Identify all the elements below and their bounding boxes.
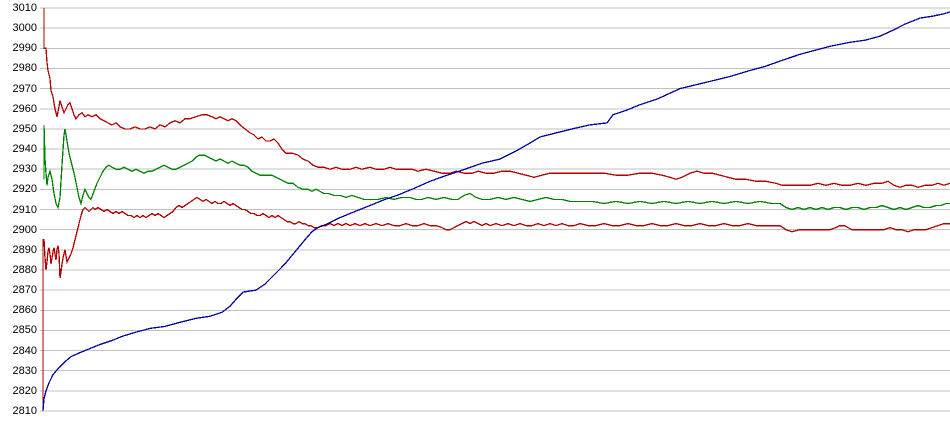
y-axis-label: 2960 (12, 102, 37, 115)
green-line (43, 124, 950, 211)
y-axis-label: 2820 (12, 384, 37, 397)
y-axis-label: 2900 (12, 223, 37, 236)
y-axis-label: 2950 (12, 122, 37, 135)
y-axis-label: 3010 (12, 2, 37, 14)
y-axis-label: 2980 (12, 62, 37, 75)
upper-red-line (43, 8, 950, 188)
y-axis-label: 2970 (12, 82, 37, 95)
y-axis-label: 2840 (12, 344, 37, 357)
blue-line (42, 11, 950, 412)
lower-red-line (42, 196, 950, 409)
y-axis-label: 2830 (12, 364, 37, 377)
y-axis-label: 2880 (12, 263, 37, 276)
y-axis-label: 2920 (12, 183, 37, 196)
y-axis-label: 2990 (12, 42, 37, 55)
y-axis-label: 2930 (12, 163, 37, 176)
y-axis-label: 2910 (12, 203, 37, 216)
y-axis-label: 3000 (12, 22, 37, 35)
y-axis-label: 2890 (12, 243, 37, 256)
y-axis-label: 2870 (12, 284, 37, 297)
y-axis-label: 2860 (12, 304, 37, 317)
y-axis-label: 2940 (12, 143, 37, 156)
y-axis-label: 2850 (12, 324, 37, 337)
y-axis-label: 2810 (12, 405, 37, 417)
